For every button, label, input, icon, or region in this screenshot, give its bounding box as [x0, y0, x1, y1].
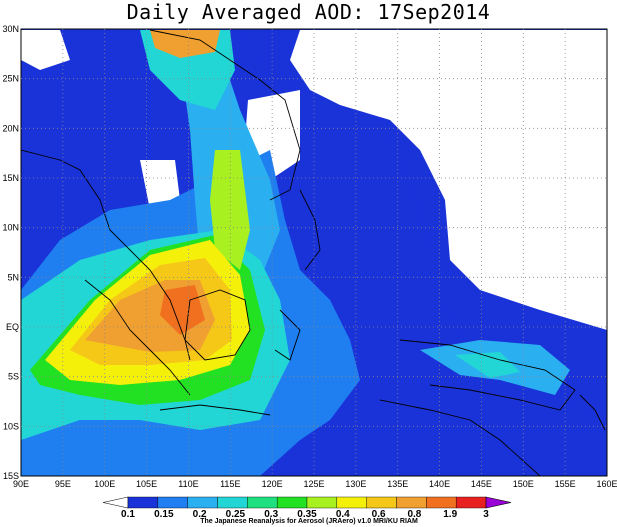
colorbar-swatch [366, 496, 397, 509]
colorbar-level-label: 0.1 [121, 509, 135, 520]
aod-orange-north [150, 30, 220, 58]
aod-clear-region [290, 30, 607, 330]
lat-tick-label: 20N [2, 123, 19, 133]
colorbar-swatch [127, 496, 159, 509]
colorbar-level-label: 0.3 [264, 509, 278, 520]
aod-clear-patch-nw [21, 30, 70, 70]
colorbar-low-arrow [102, 496, 129, 509]
colorbar-level-label: 0.35 [297, 509, 317, 520]
lon-tick-label: 105E [136, 479, 157, 489]
colorbar-swatch [247, 496, 278, 509]
lon-tick-label: 95E [55, 479, 71, 489]
colorbar-swatch [426, 496, 457, 509]
lat-tick-label: 15N [2, 173, 19, 183]
lon-tick-label: 160E [596, 479, 617, 489]
coast-mainland-sea [21, 149, 191, 361]
colorbar-swatch [336, 496, 367, 509]
longitude-tick-labels: 90E 95E 100E 105E 110E 115E 120E 125E 130E 135E 14… [13, 479, 617, 489]
credit-text: The Japanese Reanalysis for Aerosol (JRA… [200, 518, 418, 525]
lon-tick-label: 145E [471, 479, 492, 489]
colorbar-swatch [217, 496, 248, 509]
lon-tick-label: 130E [345, 479, 366, 489]
lat-tick-label: 30N [2, 24, 19, 34]
coast-sumatra [84, 279, 191, 396]
aod-field [21, 29, 607, 476]
colorbar-level-label: 3 [483, 509, 489, 520]
lon-tick-label: 135E [387, 479, 408, 489]
lat-tick-label: 25N [2, 74, 19, 84]
colorbar-level-label: 0.4 [336, 509, 350, 520]
colorbar-level-label: 1.9 [443, 509, 457, 520]
coast-islands-east [579, 394, 606, 431]
colorbar-level-label: 0.6 [372, 509, 386, 520]
colorbar-level-label: 0.15 [154, 509, 174, 520]
colorbar-level-label: 0.25 [226, 509, 246, 520]
colorbar-high-arrow [485, 496, 512, 509]
colorbar-swatch [157, 496, 188, 509]
colorbar-swatch [187, 496, 218, 509]
colorbar-level-label: 0.2 [193, 509, 207, 520]
aod-clear-patch-indochina [140, 160, 180, 210]
lat-tick-label: 10N [2, 223, 19, 233]
lat-tick-label: 15S [3, 471, 19, 481]
coast-australia [379, 399, 541, 476]
colorbar-swatch [276, 496, 308, 509]
lon-tick-label: 155E [555, 479, 576, 489]
lat-tick-label: 5N [7, 272, 19, 282]
map-title: Daily Averaged AOD: 17Sep2014 [126, 0, 491, 24]
latitude-tick-labels: 15S 10S 5S EQ 5N 10N 15N 20N 25N 30N [2, 24, 19, 481]
gridlines [21, 29, 607, 476]
lon-tick-label: 150E [513, 479, 534, 489]
lon-tick-label: 110E [178, 479, 198, 489]
colorbar-swatch [455, 496, 487, 509]
colorbar-swatch [306, 496, 338, 509]
aod-teal-east [455, 352, 520, 378]
coast-sulawesi [274, 309, 301, 361]
colorbar: 0.1 0.15 0.2 0.25 0.3 0.35 0.4 0.6 0.8 1.9 3 [102, 496, 512, 520]
lon-tick-label: 140E [429, 479, 450, 489]
lon-tick-label: 120E [262, 479, 283, 489]
aod-darkorange-spot [160, 285, 205, 335]
lon-tick-label: 90E [13, 479, 29, 489]
lat-tick-label: 10S [3, 421, 19, 431]
coast-borneo [184, 289, 251, 361]
lat-tick-label: 5S [8, 372, 19, 382]
colorbar-swatch [396, 496, 427, 509]
lon-tick-label: 100E [94, 479, 115, 489]
coast-java [159, 404, 271, 416]
lat-tick-label: EQ [6, 322, 19, 332]
lon-tick-label: 115E [220, 479, 240, 489]
lon-tick-label: 125E [303, 479, 324, 489]
colorbar-level-label: 0.8 [407, 509, 421, 520]
coast-new-guinea [399, 339, 576, 411]
coast-philippines [299, 189, 321, 271]
